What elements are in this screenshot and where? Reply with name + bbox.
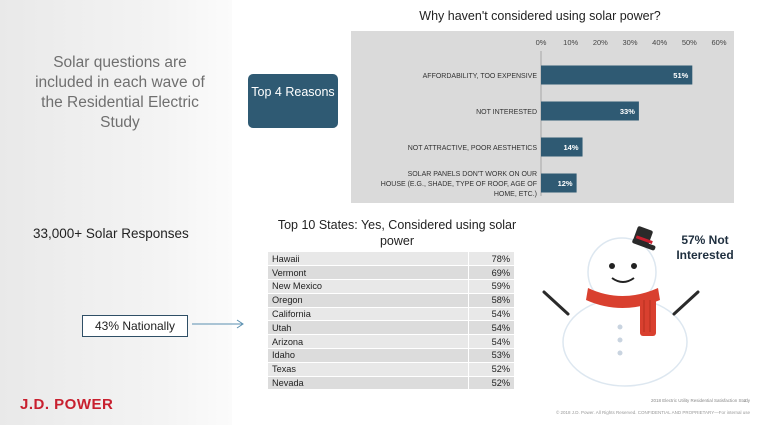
table-row: Nevada 52% — [268, 376, 514, 391]
state-name: California — [268, 307, 468, 322]
x-tick-label: 10% — [563, 38, 578, 47]
arrow-right-icon — [192, 319, 244, 329]
table-row: Texas 52% — [268, 362, 514, 377]
state-value: 58% — [467, 293, 514, 308]
bar-data-label: 51% — [673, 71, 688, 80]
state-name: Oregon — [268, 293, 468, 308]
state-name: Utah — [268, 320, 468, 336]
bar-data-label: 12% — [558, 179, 573, 188]
chart-title: Why haven't considered using solar power… — [419, 9, 661, 23]
category-label: HOUSE (E.G., SHADE, TYPE OF ROOF, AGE OF — [381, 181, 537, 188]
category-label: AFFORDABILITY, TOO EXPENSIVE — [423, 73, 538, 80]
state-name: Texas — [268, 362, 468, 377]
bar-data-label: 14% — [564, 143, 579, 152]
state-name: Hawaii — [268, 252, 468, 267]
reasons-chart-svg: 0% 10% 20% 30% 40% 50% 60% 51% AFFORDABILITY, TO… — [381, 38, 727, 198]
table-row: Idaho 53% — [268, 348, 514, 363]
category-label: NOT INTERESTED — [476, 109, 537, 116]
state-name: Nevada — [268, 376, 468, 391]
table-row: New Mexico 59% — [268, 279, 514, 294]
x-tick-label: 0% — [536, 38, 547, 47]
state-name: Arizona — [268, 334, 468, 350]
states-title: Top 10 States: Yes, Considered using sol… — [277, 218, 517, 248]
footer-copyright: © 2018 J.D. Power. All Rights Reserved. … — [555, 410, 750, 415]
category-label: SOLAR PANELS DON'T WORK ON OUR — [408, 171, 537, 178]
category-label: NOT ATTRACTIVE, POOR AESTHETICS — [408, 145, 538, 152]
state-value: 54% — [467, 307, 514, 322]
state-value: 53% — [467, 348, 514, 363]
state-value: 78% — [467, 252, 514, 267]
bar — [541, 137, 583, 157]
left-panel — [0, 0, 232, 425]
table-row: Utah 54% — [268, 320, 514, 336]
x-tick-label: 20% — [593, 38, 608, 47]
state-name: Idaho — [268, 348, 468, 363]
not-interested-callout: 57% Not Interested — [676, 233, 734, 262]
reasons-chart: 0% 10% 20% 30% 40% 50% 60% 51% AFFORDABILITY, TO… — [351, 31, 734, 203]
nationally-box: 43% Nationally — [82, 315, 188, 337]
table-row: Vermont 69% — [268, 265, 514, 281]
table-row: Arizona 54% — [268, 334, 514, 350]
footer-study: 2018 Electric Utility Residential Satisf… — [650, 398, 750, 403]
page-number: 2 — [744, 398, 747, 403]
bar — [541, 173, 577, 193]
top-reasons-badge: Top 4 Reasons — [248, 74, 338, 128]
state-value: 52% — [467, 362, 514, 377]
state-value: 59% — [467, 279, 514, 294]
table-row: Oregon 58% — [268, 293, 514, 308]
state-value: 69% — [467, 265, 514, 281]
table-row: Hawaii 78% — [268, 252, 514, 267]
table-row: California 54% — [268, 307, 514, 322]
x-tick-label: 50% — [682, 38, 697, 47]
bar — [541, 101, 639, 121]
states-table: Hawaii 78% Vermont 69% New Mexico 59% Orego… — [268, 252, 514, 391]
snowman-illustration — [542, 226, 700, 387]
jd-power-logo: J.D. POWER — [20, 396, 114, 413]
x-tick-label: 60% — [711, 38, 726, 47]
bar-data-label: 33% — [620, 107, 635, 116]
intro-text: Solar questions are included in each wav… — [35, 54, 205, 131]
state-value: 54% — [467, 320, 514, 336]
responses-count: 33,000+ Solar Responses — [33, 226, 189, 241]
state-name: Vermont — [268, 265, 468, 281]
x-tick-label: 40% — [652, 38, 667, 47]
category-label: HOME, ETC.) — [494, 191, 537, 198]
state-name: New Mexico — [268, 279, 468, 294]
state-value: 52% — [467, 376, 514, 391]
bar — [541, 65, 693, 85]
state-value: 54% — [467, 334, 514, 350]
x-tick-label: 30% — [622, 38, 637, 47]
